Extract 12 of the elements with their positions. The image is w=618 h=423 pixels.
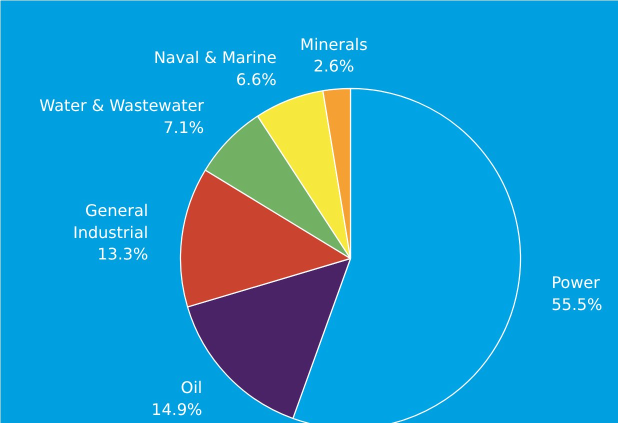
slice-label: Water & Wastewater [39, 96, 204, 116]
data-label: 2.6% [314, 56, 354, 76]
data-label: 55.5% [551, 295, 602, 314]
slice-label: Naval & Marine [154, 48, 277, 67]
data-label: 6.6% [236, 70, 277, 89]
slice-label: Oil [180, 378, 202, 398]
slice-label: General Industrial [73, 200, 148, 242]
data-label: 7.1% [163, 118, 204, 137]
slice-label: Minerals [300, 34, 368, 54]
data-label: 13.3% [97, 244, 148, 264]
slice-label: Power [551, 273, 600, 292]
data-label: 14.9% [151, 400, 202, 420]
